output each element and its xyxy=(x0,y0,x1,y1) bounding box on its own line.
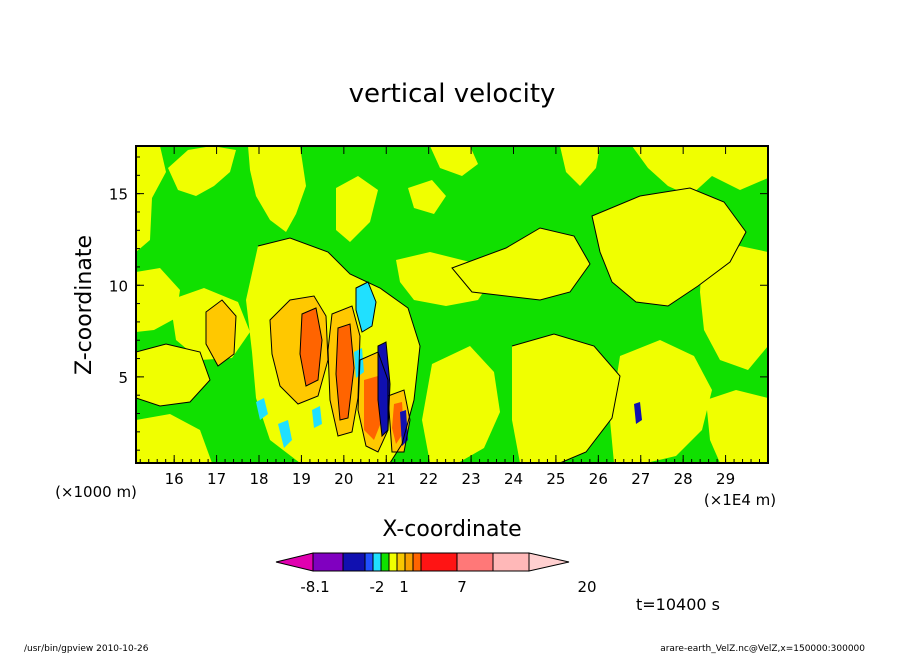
contour-region xyxy=(452,228,590,300)
contour-region xyxy=(300,308,322,386)
contour-region xyxy=(356,282,376,332)
contour-region xyxy=(206,300,236,366)
x-tick-label: 19 xyxy=(292,470,311,488)
footer-right: arare-earth_VelZ.nc@VelZ,x=150000:300000 xyxy=(660,644,865,654)
colorbar-bin xyxy=(456,552,494,572)
y-unit-label: (×1000 m) xyxy=(55,483,137,501)
contour-region xyxy=(700,246,768,370)
plot-frame xyxy=(135,145,769,464)
contour-region xyxy=(512,334,620,463)
contour-region xyxy=(610,340,712,463)
x-tick-label: 23 xyxy=(462,470,481,488)
contour-region xyxy=(378,342,390,436)
contour-region xyxy=(256,398,268,420)
x-tick-label: 21 xyxy=(377,470,396,488)
x-axis-label: X-coordinate xyxy=(382,517,521,542)
contour-region xyxy=(632,146,768,196)
x-tick-label: 26 xyxy=(589,470,608,488)
y-axis: 5 10 15 xyxy=(109,156,768,451)
colorbar-arrow-right xyxy=(528,552,570,572)
x-tick-label: 18 xyxy=(249,470,268,488)
contour-region xyxy=(136,414,212,463)
colorbar-bin xyxy=(312,552,344,572)
colorbar-label: -8.1 xyxy=(300,578,329,596)
y-tick-label: 5 xyxy=(118,369,128,387)
contour-region xyxy=(136,146,166,252)
contour-region xyxy=(408,180,446,214)
contour-region xyxy=(168,146,236,196)
contour-region xyxy=(136,344,210,406)
colorbar-labels: -8.1 -2 1 7 20 xyxy=(300,578,596,596)
contour-region xyxy=(336,324,354,420)
colorbar-bin xyxy=(388,552,398,572)
chart-title: vertical velocity xyxy=(349,79,556,109)
x-tick-label: 24 xyxy=(504,470,523,488)
colorbar-bin xyxy=(492,552,530,572)
colorbar-bin xyxy=(380,552,390,572)
weak-negative-regions xyxy=(256,282,376,448)
contour-region xyxy=(248,146,306,232)
y-axis-label: Z-coordinate xyxy=(72,235,97,375)
contour-region xyxy=(336,176,378,242)
x-tick-label: 28 xyxy=(674,470,693,488)
colorbar-bin xyxy=(420,552,458,572)
contour-field xyxy=(136,146,768,463)
colorbar-label: -2 xyxy=(370,578,385,596)
colorbar-bin xyxy=(412,552,422,572)
strong-regions xyxy=(300,308,404,444)
contour-region xyxy=(136,268,180,332)
x-unit-label: (×1E4 m) xyxy=(704,491,776,509)
colorbar-bin xyxy=(396,552,406,572)
colorbar-bin xyxy=(364,552,374,572)
colorbar-label: 20 xyxy=(577,578,596,596)
contour-region xyxy=(560,146,600,186)
x-tick-label: 29 xyxy=(716,470,735,488)
x-axis: 16 17 18 19 20 21 22 23 24 25 26 27 28 29 xyxy=(139,146,769,488)
strong-negative-regions xyxy=(378,342,642,446)
colorbar-bin xyxy=(372,552,382,572)
footer-left: /usr/bin/gpview 2010-10-26 xyxy=(24,644,149,654)
y-tick-label: 15 xyxy=(109,186,128,204)
contour-region xyxy=(706,390,768,463)
contour-region xyxy=(430,146,478,176)
colorbar-arrow-left xyxy=(275,552,314,572)
x-tick-label: 22 xyxy=(419,470,438,488)
colorbar-bin xyxy=(342,552,366,572)
contour-region xyxy=(422,346,500,463)
colorbar-label: 1 xyxy=(399,578,409,596)
weak-positive-regions xyxy=(136,146,768,463)
colorbar xyxy=(275,552,570,572)
x-tick-label: 25 xyxy=(546,470,565,488)
y-tick-label: 10 xyxy=(109,277,128,295)
x-tick-label: 20 xyxy=(334,470,353,488)
x-tick-label: 27 xyxy=(631,470,650,488)
contour-lines xyxy=(136,187,747,463)
colorbar-label: 7 xyxy=(457,578,467,596)
contour-region xyxy=(400,410,408,446)
contour-region xyxy=(634,402,642,424)
contour-region xyxy=(278,420,292,448)
colorbar-bin xyxy=(404,552,414,572)
contour-region xyxy=(312,406,322,428)
time-label: t=10400 s xyxy=(636,595,720,614)
x-tick-label: 16 xyxy=(165,470,184,488)
x-tick-label: 17 xyxy=(207,470,226,488)
